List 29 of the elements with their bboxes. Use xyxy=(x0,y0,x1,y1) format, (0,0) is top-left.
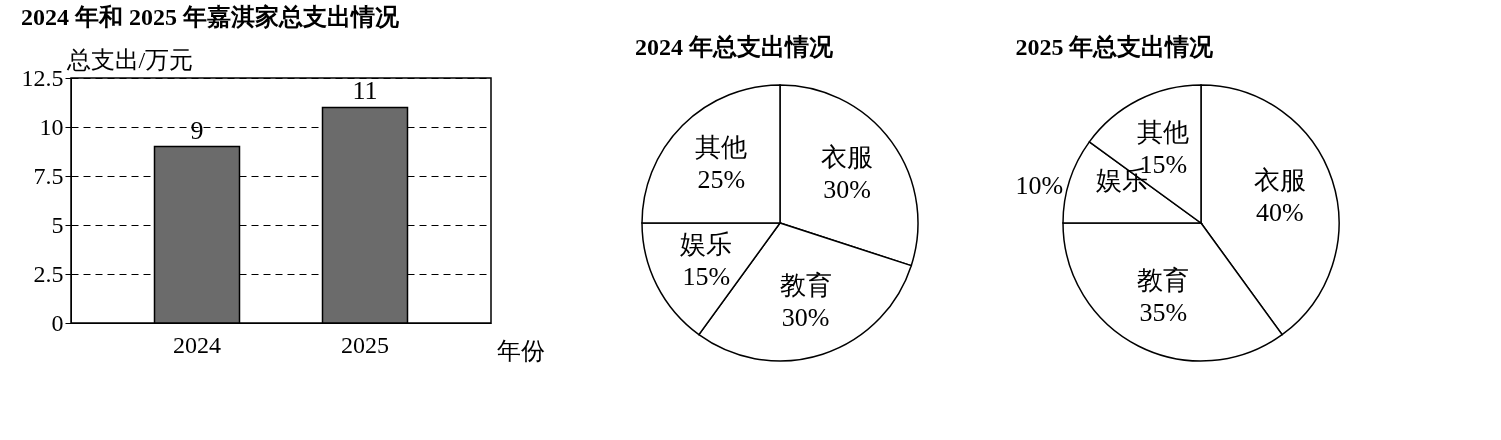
y-tick-label: 2.5 xyxy=(33,260,64,287)
y-tick-label: 10 xyxy=(39,113,64,140)
data-label: 40% xyxy=(1255,198,1304,228)
slice-label: 娱乐 xyxy=(680,229,733,259)
slice-label: 衣服 xyxy=(1253,166,1306,196)
slice-label: 教育 xyxy=(779,270,832,300)
slice-label: 其他 xyxy=(695,133,748,163)
data-label: 15% xyxy=(682,261,731,291)
x-tick-label: 2025 xyxy=(341,331,389,358)
y-axis-title: 总支出/万元 xyxy=(65,46,194,73)
x-tick-label: 2024 xyxy=(173,331,221,358)
slice-label: 衣服 xyxy=(820,143,873,173)
data-label: 35% xyxy=(1139,297,1188,327)
data-label: 9 xyxy=(190,115,204,145)
data-label: 30% xyxy=(781,302,830,332)
chart-title: 2025 年总支出情况 xyxy=(1015,34,1215,60)
y-tick-label: 5 xyxy=(51,211,64,238)
data-label: 10% xyxy=(1015,171,1064,201)
data-label: 25% xyxy=(697,165,746,195)
slice-label: 教育 xyxy=(1137,265,1190,295)
y-tick-label: 12.5 xyxy=(21,64,64,91)
slice-label: 其他 xyxy=(1137,118,1190,148)
y-tick-label: 7.5 xyxy=(33,162,64,189)
data-label: 30% xyxy=(823,175,871,205)
y-tick-label: 0 xyxy=(51,309,64,336)
data-label: 11 xyxy=(352,76,378,106)
chart-title: 2024 年总支出情况 xyxy=(635,34,834,60)
x-axis-title: 年份 xyxy=(496,337,545,364)
chart-title: 2024 年和 2025 年嘉淇家总支出情况 xyxy=(21,4,400,30)
